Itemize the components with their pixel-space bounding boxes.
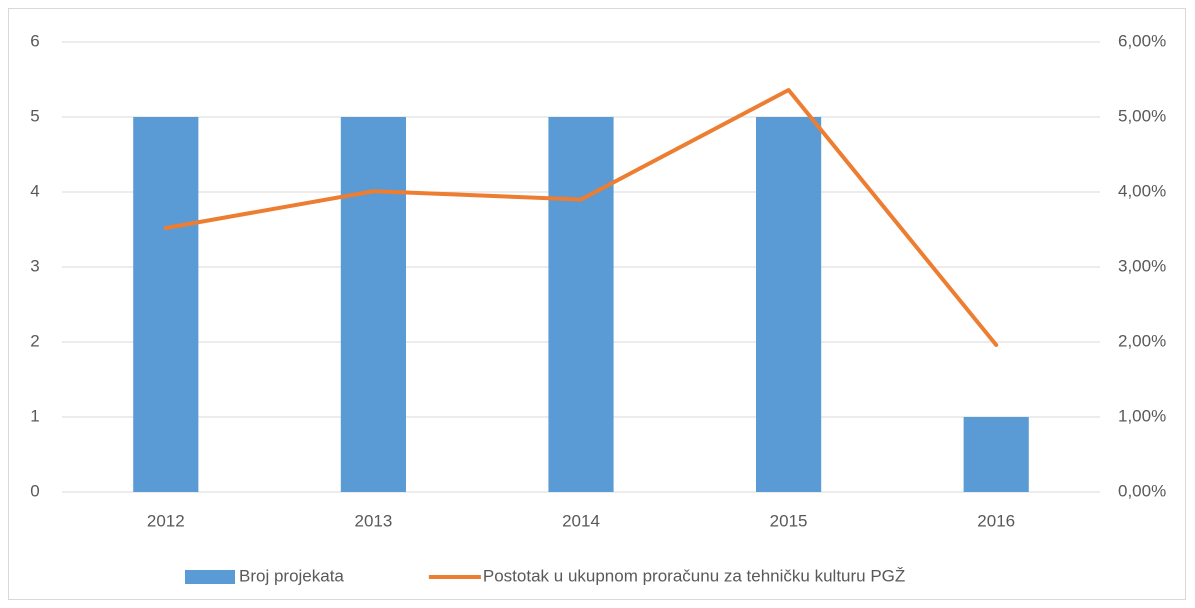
bar [756, 117, 822, 492]
y-tick-label: 6 [30, 31, 39, 50]
y2-tick-label: 3,00% [1118, 256, 1166, 275]
y2-tick-label: 4,00% [1118, 181, 1166, 200]
bar [963, 417, 1029, 492]
legend-label: Broj projekata [239, 566, 344, 585]
x-tick-label: 2014 [562, 511, 600, 530]
x-tick-label: 2016 [977, 511, 1015, 530]
y2-tick-label: 2,00% [1118, 331, 1166, 350]
y-tick-label: 4 [30, 181, 39, 200]
y-tick-label: 5 [30, 106, 39, 125]
y-tick-label: 0 [30, 481, 39, 500]
y2-tick-label: 0,00% [1118, 481, 1166, 500]
legend-label: Postotak u ukupnom proračunu za tehničku… [483, 566, 905, 585]
y-tick-label: 3 [30, 256, 39, 275]
x-tick-label: 2015 [770, 511, 808, 530]
bar [548, 117, 614, 492]
legend-swatch [185, 570, 235, 584]
bar [133, 117, 199, 492]
y-tick-label: 2 [30, 331, 39, 350]
x-tick-label: 2013 [354, 511, 392, 530]
y2-tick-label: 1,00% [1118, 406, 1166, 425]
bar [340, 117, 406, 492]
y-tick-label: 1 [30, 406, 39, 425]
y2-tick-label: 5,00% [1118, 106, 1166, 125]
line [163, 88, 999, 347]
y2-tick-label: 6,00% [1118, 31, 1166, 50]
x-tick-label: 2012 [147, 511, 185, 530]
